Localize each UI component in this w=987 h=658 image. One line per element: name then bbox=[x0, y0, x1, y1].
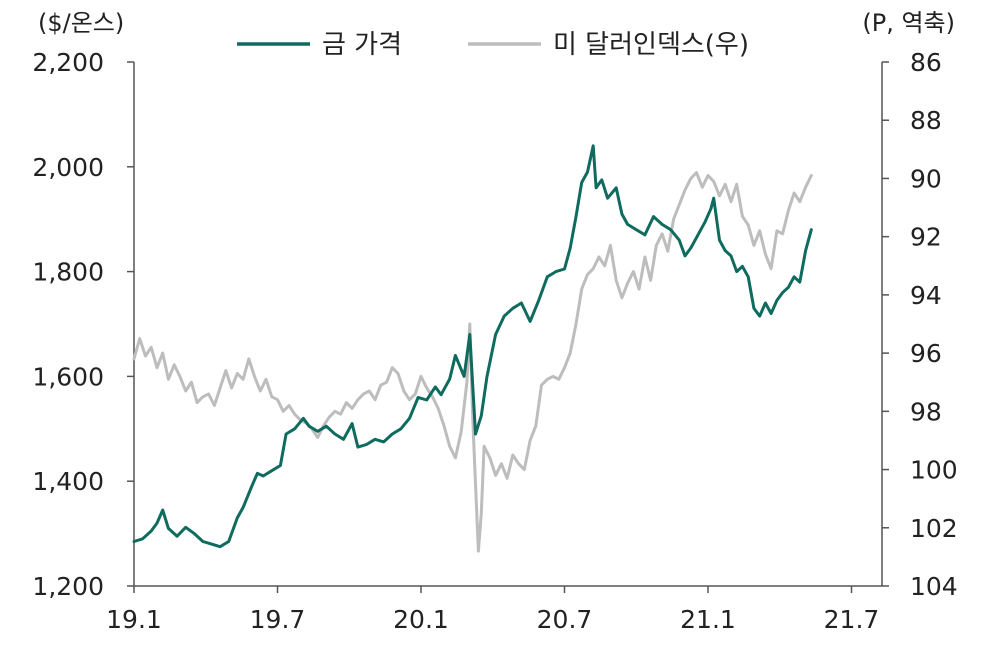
legend-label-dollar-index: 미 달러인덱스(우) bbox=[553, 30, 749, 60]
series-layer bbox=[132, 144, 813, 553]
right-tick-label: 100 bbox=[910, 456, 958, 485]
right-tick-label: 92 bbox=[910, 223, 942, 252]
right-axis-unit: (P, 역축) bbox=[862, 9, 955, 37]
x-tick-label: 20.1 bbox=[393, 605, 449, 634]
right-tick-label: 96 bbox=[910, 339, 942, 368]
left-axis-unit: ($/온스) bbox=[38, 9, 124, 37]
x-tick-label: 19.1 bbox=[106, 605, 162, 634]
right-tick-label: 90 bbox=[910, 164, 942, 193]
right-tick-label: 104 bbox=[910, 572, 958, 601]
legend-label-gold: 금 가격 bbox=[322, 30, 402, 60]
right-tick-label: 94 bbox=[910, 281, 942, 310]
left-tick-label: 1,200 bbox=[32, 572, 104, 601]
series-line-dollar-index bbox=[132, 171, 813, 553]
x-tick-label: 21.7 bbox=[824, 605, 880, 634]
left-tick-label: 1,400 bbox=[32, 467, 104, 496]
axes: 1,200 1,400 1,600 1,800 2,000 2,200 86 88 90 92 94… bbox=[32, 48, 957, 634]
legend: 금 가격 미 달러인덱스(우) bbox=[237, 30, 749, 60]
left-tick-label: 2,000 bbox=[32, 153, 104, 182]
left-tick-label: 2,200 bbox=[32, 48, 104, 77]
left-tick-label: 1,800 bbox=[32, 258, 104, 287]
x-tick-label: 21.1 bbox=[680, 605, 736, 634]
right-tick-label: 102 bbox=[910, 514, 958, 543]
x-tick-label: 19.7 bbox=[250, 605, 306, 634]
series-line-gold-price bbox=[132, 144, 813, 549]
x-tick-label: 20.7 bbox=[537, 605, 593, 634]
left-tick-label: 1,600 bbox=[32, 362, 104, 391]
right-tick-label: 88 bbox=[910, 106, 942, 135]
right-tick-label: 86 bbox=[910, 48, 942, 77]
right-tick-label: 98 bbox=[910, 397, 942, 426]
